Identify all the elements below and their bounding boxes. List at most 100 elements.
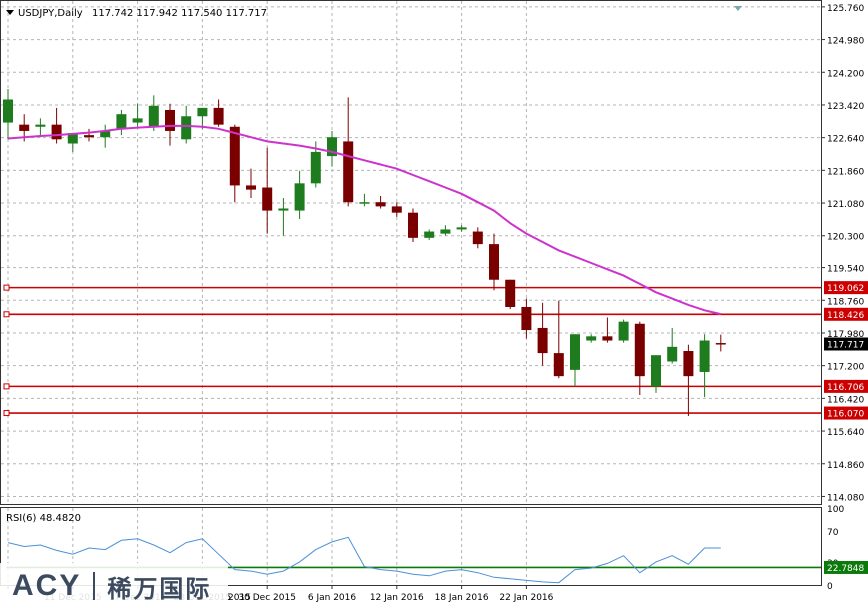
candle-body bbox=[586, 336, 597, 341]
candle-body bbox=[343, 141, 354, 203]
date-label: 2015 bbox=[228, 593, 251, 603]
candle-body bbox=[667, 346, 678, 362]
candle-body bbox=[683, 351, 694, 377]
price-tick-label: 124.200 bbox=[827, 69, 864, 79]
date-label: 6 Jan 2016 bbox=[308, 593, 356, 603]
candle-body bbox=[537, 327, 548, 354]
watermark-divider bbox=[93, 572, 96, 600]
candle-body bbox=[602, 336, 613, 341]
price-tick-label: 121.080 bbox=[827, 200, 864, 210]
candle-body bbox=[116, 114, 127, 129]
level-handle bbox=[3, 383, 10, 390]
candle-body bbox=[634, 323, 645, 377]
watermark: ACY 稀万国际 bbox=[12, 568, 211, 604]
candle-body bbox=[19, 124, 30, 131]
current-price-label: 117.717 bbox=[827, 341, 864, 351]
level-price-label: 119.062 bbox=[827, 284, 864, 294]
candle-body bbox=[553, 353, 564, 377]
level-price-tag bbox=[824, 307, 868, 321]
price-tick-label: 121.860 bbox=[827, 167, 864, 177]
candle-body bbox=[651, 355, 661, 387]
candle-body bbox=[472, 231, 483, 245]
candle-body bbox=[67, 133, 78, 144]
price-tick-label: 124.980 bbox=[827, 37, 864, 47]
candle-body bbox=[391, 206, 402, 213]
watermark-backdrop bbox=[0, 563, 228, 611]
candle-body bbox=[278, 208, 289, 211]
rsi-level-label: 22.7848 bbox=[827, 564, 864, 574]
candle-body bbox=[408, 212, 418, 238]
price-tick-label: 123.420 bbox=[827, 102, 864, 112]
price-tick-label: 122.640 bbox=[827, 135, 864, 145]
candle-body bbox=[100, 130, 111, 138]
watermark-chinese: 稀万国际 bbox=[107, 574, 212, 603]
symbol-menu-icon[interactable] bbox=[6, 10, 14, 15]
symbol-label: USDJPY,Daily bbox=[18, 8, 83, 19]
candle-body bbox=[3, 99, 13, 123]
price-tick-label: 117.980 bbox=[827, 330, 864, 340]
price-tick-label: 120.300 bbox=[827, 233, 864, 243]
candle-body bbox=[327, 137, 337, 157]
candle-body bbox=[246, 185, 256, 190]
candle-body bbox=[229, 126, 240, 186]
rsi-tick-label: 100 bbox=[827, 505, 844, 515]
candle-body bbox=[84, 135, 94, 138]
candle-body bbox=[699, 340, 710, 372]
candle-body bbox=[715, 343, 726, 345]
main-panel-frame bbox=[0, 0, 822, 505]
moving-average-line bbox=[7, 124, 722, 316]
ohlc-label: 117.742 117.942 117.540 117.717 bbox=[92, 8, 267, 19]
candle-body bbox=[521, 306, 532, 331]
level-price-tag bbox=[824, 281, 868, 295]
level-handle bbox=[3, 284, 10, 291]
current-price-tag bbox=[824, 337, 868, 351]
candle-body bbox=[489, 244, 499, 280]
price-tick-label: 119.540 bbox=[827, 265, 864, 275]
candle-body bbox=[213, 107, 224, 125]
rsi-title: RSI(6) 48.4820 bbox=[6, 513, 81, 524]
candle-body bbox=[148, 105, 159, 127]
rsi-panel-frame bbox=[0, 507, 822, 586]
rsi-level-tag bbox=[824, 560, 868, 574]
candle-body bbox=[197, 107, 208, 117]
price-tick-label: 114.080 bbox=[827, 493, 864, 503]
candle-body bbox=[618, 321, 629, 341]
candle-body bbox=[310, 151, 321, 184]
price-tick-label: 115.640 bbox=[827, 428, 864, 438]
level-price-label: 116.070 bbox=[827, 410, 864, 420]
watermark-logo: ACY bbox=[12, 569, 82, 602]
candle-body bbox=[456, 227, 467, 230]
price-tick-label: 117.200 bbox=[827, 363, 864, 373]
price-tick-label: 114.860 bbox=[827, 461, 864, 471]
candle-body bbox=[424, 231, 435, 238]
date-label: 18 Jan 2016 bbox=[435, 593, 489, 603]
candle-body bbox=[359, 202, 370, 204]
date-label: 12 Jan 2016 bbox=[370, 593, 424, 603]
candle-body bbox=[505, 279, 516, 307]
candle-body bbox=[262, 187, 273, 211]
level-handle bbox=[3, 311, 10, 318]
date-label: 30 Dec 2015 bbox=[238, 593, 296, 603]
candle-body bbox=[570, 334, 580, 370]
rsi-tick-label: 70 bbox=[827, 528, 839, 538]
candle-body bbox=[294, 183, 305, 211]
candle-body bbox=[375, 202, 386, 207]
price-tick-label: 116.420 bbox=[827, 395, 864, 405]
candle-body bbox=[181, 116, 192, 140]
rsi-line bbox=[7, 536, 721, 584]
candle-body bbox=[440, 229, 451, 234]
level-handle bbox=[3, 410, 10, 417]
level-price-label: 116.706 bbox=[827, 383, 864, 393]
date-label: 22 Jan 2016 bbox=[499, 593, 553, 603]
scroll-marker-icon bbox=[734, 6, 742, 11]
level-price-tag bbox=[824, 406, 868, 420]
price-tick-label: 118.760 bbox=[827, 297, 864, 307]
candle-body bbox=[132, 118, 143, 123]
candle-body bbox=[35, 124, 46, 127]
rsi-tick-label: 0 bbox=[827, 582, 833, 592]
level-price-label: 118.426 bbox=[827, 311, 864, 321]
candle-body bbox=[165, 109, 175, 131]
candle-body bbox=[51, 124, 62, 140]
